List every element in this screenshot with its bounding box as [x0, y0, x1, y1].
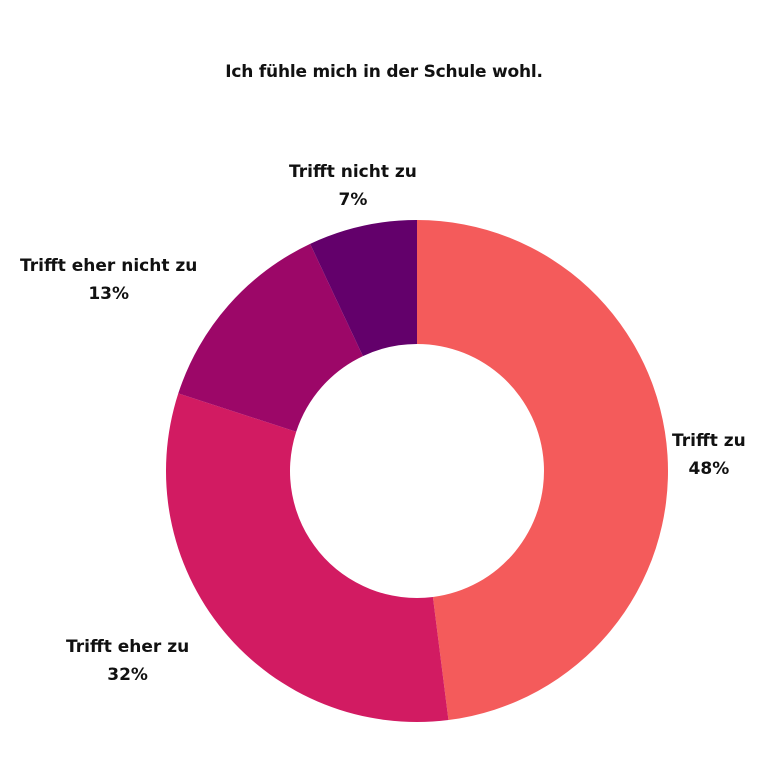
- label-trifft-zu-value: 48%: [688, 459, 730, 479]
- donut-slice-trifft-nicht-zu: [310, 220, 417, 357]
- label-trifft-zu: Trifft zu 48%: [672, 427, 746, 483]
- label-trifft-eher-nicht-zu-value: 13%: [88, 284, 130, 304]
- label-trifft-eher-zu: Trifft eher zu 32%: [66, 633, 189, 689]
- label-trifft-eher-zu-category: Trifft eher zu: [66, 637, 190, 657]
- donut-slice-trifft-eher-nicht-zu: [178, 243, 363, 432]
- label-trifft-eher-nicht-zu-category: Trifft eher nicht zu: [20, 256, 198, 276]
- donut-slice-trifft-zu: [417, 220, 669, 721]
- donut-slice-trifft-eher-zu: [166, 393, 449, 723]
- label-trifft-nicht-zu: Trifft nicht zu 7%: [289, 158, 417, 214]
- label-trifft-nicht-zu-value: 7%: [338, 190, 368, 210]
- chart-title: Ich fühle mich in der Schule wohl.: [225, 62, 543, 82]
- slice-group: [166, 220, 669, 723]
- label-trifft-zu-category: Trifft zu: [672, 431, 746, 451]
- label-trifft-nicht-zu-category: Trifft nicht zu: [289, 162, 417, 182]
- label-trifft-eher-nicht-zu: Trifft eher nicht zu 13%: [20, 252, 197, 308]
- label-trifft-eher-zu-value: 32%: [107, 665, 148, 685]
